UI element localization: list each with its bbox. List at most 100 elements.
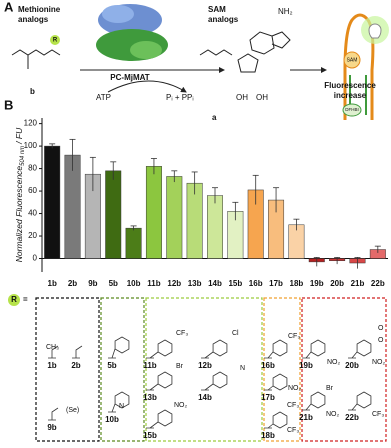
byproduct-label: Pᵢ + PPᵢ	[166, 93, 194, 102]
compound-label: 10b	[105, 415, 119, 424]
compound-label: 22b	[345, 413, 359, 422]
y-tick-label: 40	[28, 209, 37, 218]
compound-label: 15b	[143, 431, 157, 440]
bar	[44, 145, 61, 259]
substituent: CF₃	[287, 427, 299, 434]
y-tick-label: 100	[24, 141, 38, 150]
compound-label: 11b	[143, 361, 156, 370]
r-badge: R	[53, 38, 58, 44]
benzene-ring	[272, 339, 288, 357]
bond	[302, 351, 312, 359]
bond	[201, 383, 214, 391]
y-tick-label: 120	[24, 119, 38, 128]
x-tick-label: 10b	[127, 279, 141, 288]
compound-label: 14b	[198, 393, 212, 402]
readout-label: Fluorescence	[324, 81, 376, 90]
x-tick-label: 9b	[88, 279, 97, 288]
y-axis-title-main: Normalized Fluorescence	[14, 166, 24, 263]
compound-label: 13b	[143, 393, 157, 402]
benzene-ring	[310, 391, 326, 409]
x-tick-label: 19b	[310, 279, 324, 288]
enzyme-label: PC-MjMAT	[110, 73, 150, 82]
r-badge	[8, 294, 20, 306]
x-tick-label: 22b	[371, 279, 385, 288]
benzene-ring	[272, 373, 288, 391]
compound-label: 5b	[107, 361, 116, 370]
substrate-title: Methionine	[18, 5, 61, 14]
substituent: Cl	[232, 330, 239, 337]
compound-label: 12b	[198, 361, 212, 370]
compound-label: 19b	[299, 361, 313, 370]
bond	[264, 385, 274, 391]
benzene-ring	[212, 371, 228, 389]
benzene-ring	[356, 339, 372, 357]
product-title: analogs	[208, 15, 239, 24]
substituent: NO₂	[174, 402, 188, 409]
y-axis-title: Normalized Fluorescence504 nm/ FU	[14, 127, 25, 262]
compound-label: 21b	[299, 413, 313, 422]
x-tick-label: 18b	[290, 279, 304, 288]
aptamer-label: SAM	[347, 57, 358, 63]
x-tick-label: 1b	[48, 279, 57, 288]
x-tick-label: 16b	[249, 279, 263, 288]
bar	[145, 166, 162, 259]
benzene-ring	[212, 339, 228, 357]
bar	[186, 182, 203, 259]
x-tick-label: 20b	[330, 279, 344, 288]
benzene-ring	[272, 411, 288, 429]
equals-sign: =	[23, 295, 28, 304]
substituent: CH₃	[46, 344, 59, 351]
x-tick-label: 17b	[269, 279, 283, 288]
substituent: NO₂	[326, 411, 340, 418]
compound-label: 16b	[261, 361, 275, 370]
bond	[146, 421, 159, 429]
bond	[348, 351, 358, 359]
x-tick-label: 21b	[351, 279, 365, 288]
bar	[125, 227, 142, 259]
bond	[72, 345, 83, 359]
substituent: CF₃	[288, 333, 300, 340]
substituent: Br	[326, 385, 334, 392]
atom-label: OH	[256, 93, 268, 102]
benzene-ring	[157, 371, 173, 389]
substituent: N	[119, 403, 124, 410]
x-tick-label: 12b	[167, 279, 181, 288]
group-box	[263, 297, 301, 442]
substituent: CF₃	[176, 330, 188, 337]
substituent: CF₃	[372, 411, 384, 418]
panel-label: A	[4, 0, 14, 14]
bond	[264, 351, 274, 359]
compound-label: 1b	[47, 361, 56, 370]
benzene-ring	[114, 391, 130, 409]
x-tick-label: 13b	[188, 279, 202, 288]
compound-label: 17b	[261, 393, 275, 402]
product-tag: a	[212, 113, 217, 122]
bar-chart: 0 20 40 60 80 100 120 1b 2b 9b 5b 10b 11b 12b 13b 14b 15…	[24, 118, 388, 288]
aptamer-label: DFHBI	[345, 107, 359, 112]
y-tick-label: 60	[28, 186, 37, 195]
y-axis-title-unit: / FU	[14, 127, 24, 145]
scheme-art	[11, 4, 389, 120]
benzene-ring	[114, 336, 130, 354]
substituent: O	[378, 337, 384, 344]
y-tick-label: 80	[28, 164, 37, 173]
bond	[201, 351, 214, 359]
structure-panel: R =1bCH₃2b9b(Se)5b10bN11bCF₃12bCl13bBr14b…	[8, 294, 387, 442]
compound-label: 20b	[345, 361, 359, 370]
readout-label: increase	[334, 91, 367, 100]
substituent: N	[240, 365, 245, 372]
bond	[48, 407, 59, 421]
substituent: NO₂	[288, 385, 302, 392]
group-box	[35, 297, 100, 442]
atom-label: OH	[236, 93, 248, 102]
bar	[105, 170, 122, 259]
r-label: R	[11, 295, 17, 304]
bond	[146, 383, 159, 391]
substituent: NO₂	[372, 359, 386, 366]
benzene-ring	[157, 339, 173, 357]
compound-label: 2b	[71, 361, 80, 370]
bond	[264, 423, 274, 429]
bond	[302, 403, 312, 411]
x-tick-label: 14b	[208, 279, 222, 288]
